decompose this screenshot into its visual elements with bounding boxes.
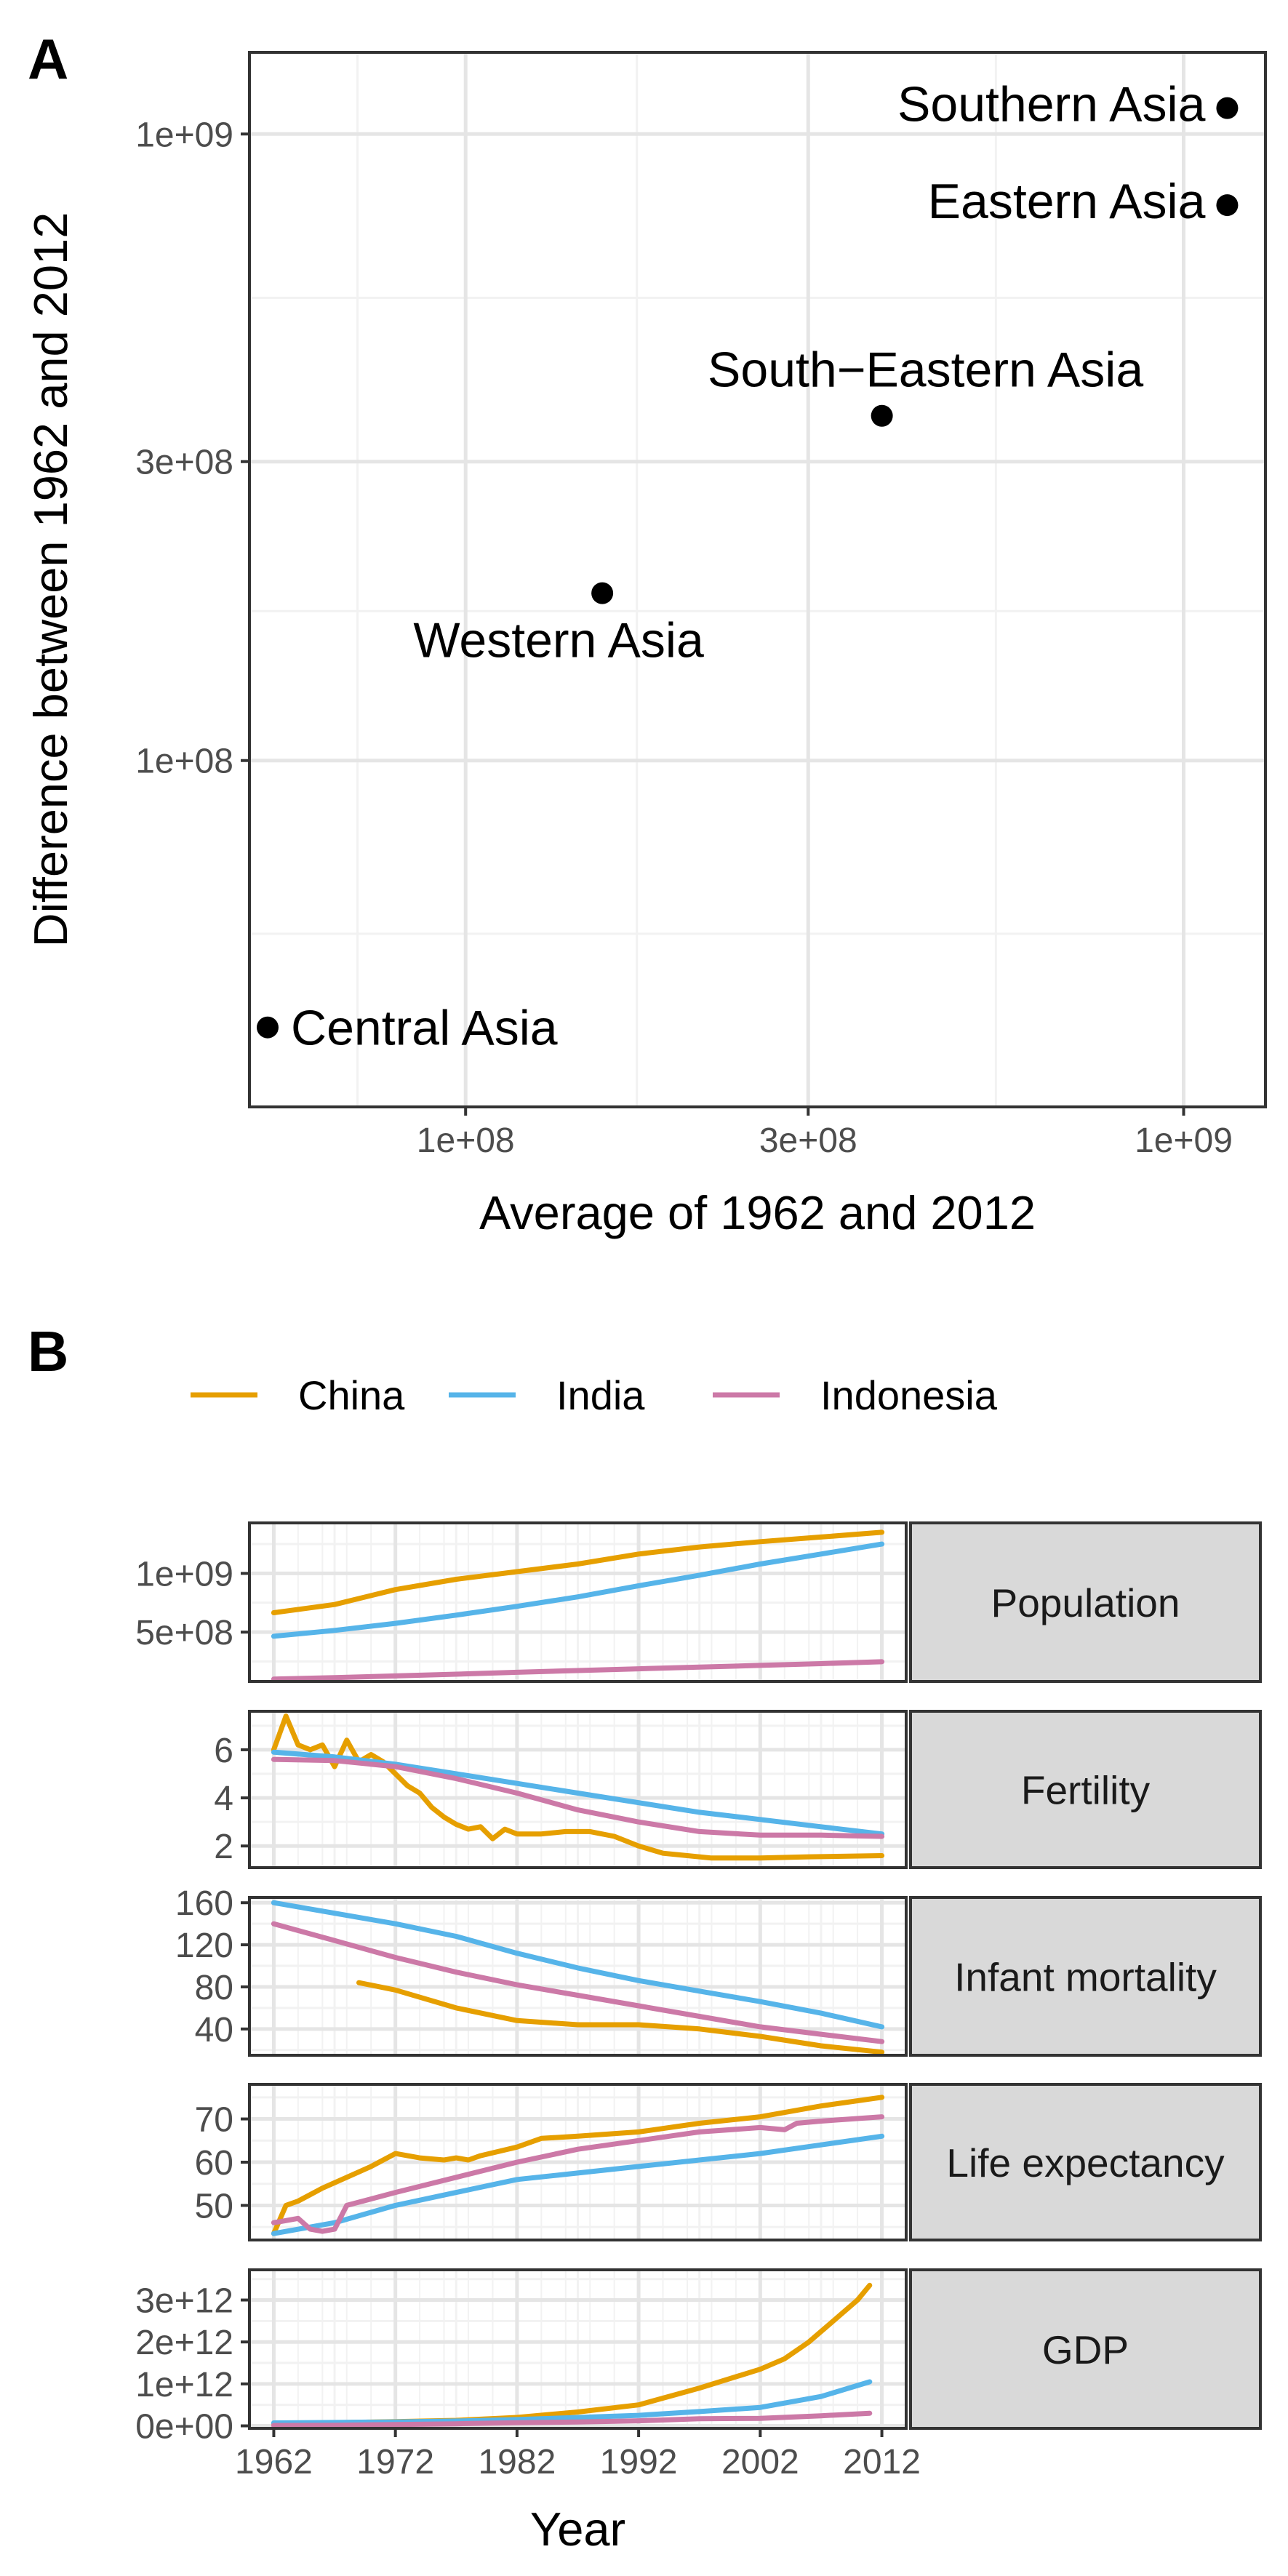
facet-fertility: Fertility 2 4 6 <box>214 1710 1262 1869</box>
facet-gdp-border <box>248 2268 908 2430</box>
facet-infant-mortality-y-tick-label: 160 <box>175 1884 233 1923</box>
x-axis-title: Average of 1962 and 2012 <box>479 1186 1036 1239</box>
year-tick-label: 2012 <box>843 2443 921 2481</box>
facet-infant-mortality: Infant mortality 40 80 120 160 <box>175 1884 1262 2057</box>
facet-life-expectancy-y-tick-label: 60 <box>195 2144 233 2183</box>
facet-infant-mortality-y-tick-label: 40 <box>195 2011 233 2049</box>
facet-life-expectancy-line-india <box>271 2133 885 2236</box>
facet-infant-mortality-y-tick-label: 120 <box>175 1927 233 1965</box>
facet-population-strip-label: Population <box>991 1580 1180 1625</box>
legend-label-indonesia: Indonesia <box>820 1372 998 1418</box>
legend-label-india: India <box>556 1372 645 1418</box>
facet-gdp-line-india <box>271 2379 873 2425</box>
facet-infant-mortality-line-china <box>356 1980 885 2055</box>
x-tick-label: 1e+08 <box>417 1121 515 1160</box>
year-tick-label: 1982 <box>478 2443 556 2481</box>
facet-fertility-y-tick-label: 4 <box>214 1780 233 1818</box>
facet-population-line-china <box>271 1529 885 1615</box>
facet-fertility-strip <box>909 1710 1262 1869</box>
y-tick-label: 1e+08 <box>135 743 233 781</box>
point-label-south-eastern-asia: South−Eastern Asia <box>708 343 1143 398</box>
panel-b-faceted-lines: China India Indonesia Population 5e+08 1e+09 F… <box>135 1372 1262 2556</box>
y-axis-title: Difference between 1962 and 2012 <box>24 212 77 948</box>
facet-population-y-tick-label: 5e+08 <box>135 1614 233 1652</box>
facet-gdp-strip-label: GDP <box>1042 2327 1129 2372</box>
facet-population: Population 5e+08 1e+09 <box>135 1521 1262 1683</box>
point-label-western-asia: Western Asia <box>413 613 704 668</box>
point-south-eastern-asia <box>871 404 893 427</box>
point-label-eastern-asia: Eastern Asia <box>928 174 1206 229</box>
facet-infant-mortality-border <box>248 1896 908 2057</box>
facet-population-y-tick-label: 1e+09 <box>135 1555 233 1593</box>
facet-life-expectancy-y-tick-label: 50 <box>195 2187 233 2225</box>
point-label-central-asia: Central Asia <box>291 1001 558 1056</box>
year-axis-title: Year <box>530 2503 625 2556</box>
panel-a-border <box>248 51 1267 1108</box>
point-western-asia <box>591 582 614 604</box>
facet-infant-mortality-strip <box>909 1896 1262 2057</box>
point-eastern-asia <box>1216 194 1239 217</box>
facet-gdp-y-tick-label: 1e+12 <box>135 2366 233 2404</box>
facet-fertility-line-indonesia <box>271 1756 885 1839</box>
facet-gdp-y-tick-label: 2e+12 <box>135 2324 233 2362</box>
y-tick-label: 1e+09 <box>135 116 233 154</box>
facet-fertility-line-india <box>271 1749 885 1837</box>
facet-gdp-line-indonesia <box>271 2410 873 2428</box>
facet-gdp-y-tick-label: 3e+12 <box>135 2282 233 2321</box>
y-tick-label: 3e+08 <box>135 444 233 482</box>
year-tick-label: 1972 <box>356 2443 434 2481</box>
facet-life-expectancy-y-tick-label: 70 <box>195 2101 233 2140</box>
year-tick-label: 1962 <box>235 2443 313 2481</box>
facet-gdp-strip <box>909 2268 1262 2430</box>
facet-life-expectancy-line-indonesia <box>271 2114 885 2234</box>
panel-a-scatter: Southern Asia Eastern Asia South−Eastern A… <box>24 51 1267 1239</box>
facet-population-strip <box>909 1521 1262 1683</box>
facet-gdp-y-tick-label: 0e+00 <box>135 2408 233 2447</box>
facet-population-border <box>248 1521 908 1683</box>
facet-fertility-strip-label: Fertility <box>1021 1768 1151 1813</box>
x-tick-label: 3e+08 <box>759 1121 857 1160</box>
facet-fertility-y-tick-label: 2 <box>214 1828 233 1866</box>
point-central-asia <box>256 1016 279 1039</box>
year-tick-label: 2002 <box>721 2443 799 2481</box>
legend-label-china: China <box>298 1372 405 1418</box>
x-tick-label: 1e+09 <box>1135 1121 1233 1160</box>
facet-life-expectancy-line-china <box>271 2095 885 2236</box>
facet-infant-mortality-y-tick-label: 80 <box>195 1969 233 2007</box>
facet-fertility-border <box>248 1710 908 1869</box>
facet-life-expectancy-strip <box>909 2083 1262 2241</box>
facet-life-expectancy: Life expectancy 50 60 70 <box>195 2083 1262 2241</box>
panel-b-letter: B <box>28 1319 68 1383</box>
facet-life-expectancy-strip-label: Life expectancy <box>946 2140 1225 2185</box>
facet-infant-mortality-strip-label: Infant mortality <box>954 1955 1217 2000</box>
facet-population-line-indonesia <box>271 1659 885 1682</box>
facet-population-line-india <box>271 1541 885 1639</box>
point-label-southern-asia: Southern Asia <box>897 77 1206 132</box>
year-tick-label: 1992 <box>600 2443 678 2481</box>
facet-fertility-y-tick-label: 6 <box>214 1732 233 1770</box>
facet-infant-mortality-line-indonesia <box>271 1921 885 2044</box>
facet-infant-mortality-line-india <box>271 1900 885 2030</box>
panel-a-letter: A <box>28 27 68 91</box>
point-southern-asia <box>1216 97 1239 119</box>
